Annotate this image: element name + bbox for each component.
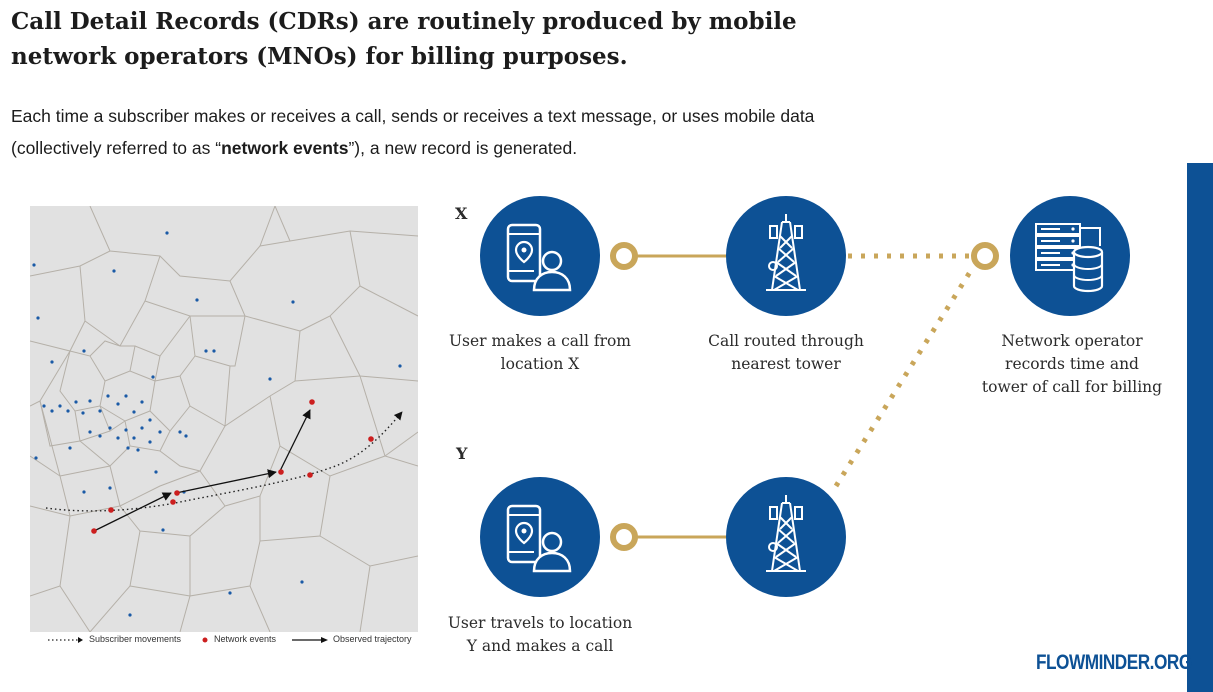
- step-call-line-2: location X: [500, 355, 580, 373]
- step-travel-line-1: User travels to location: [447, 614, 633, 632]
- intro-paragraph: Each time a subscriber makes or receives…: [11, 100, 911, 164]
- cdr-process-diagram: [480, 196, 1130, 597]
- step-travel-line-2: Y and makes a call: [466, 637, 614, 655]
- step-tower-label: Call routed through nearest tower: [680, 330, 892, 376]
- cell-tower-icon: [726, 196, 846, 316]
- step-operator-line-3: tower of call for billing: [981, 378, 1163, 396]
- headline-line-1: Call Detail Records (CDRs) are routinely…: [11, 8, 797, 35]
- location-x-letter: X: [455, 204, 468, 223]
- intro-line-2-suffix: ”), a new record is generated.: [348, 138, 578, 158]
- ring-node-x: [610, 242, 638, 270]
- dotted-connector-tower-y-to-operator: [833, 270, 973, 488]
- step-operator-label: Network operator records time and tower …: [962, 330, 1182, 399]
- headline-line-2: network operators (MNOs) for billing pur…: [11, 43, 628, 70]
- database-server-icon: [1010, 196, 1130, 316]
- legend-observed-trajectory: Observed trajectory: [333, 634, 412, 644]
- tower-points: [32, 231, 402, 617]
- step-operator-line-1: Network operator: [1001, 332, 1143, 350]
- step-operator-line-2: records time and: [1005, 355, 1139, 373]
- flowminder-brand-logo: FLOWMINDER.ORG: [1036, 651, 1192, 674]
- step-tower-line-1: Call routed through: [708, 332, 864, 350]
- step-tower-line-2: nearest tower: [731, 355, 841, 373]
- ring-node-y: [610, 523, 638, 551]
- intro-line-2-prefix: (collectively referred to as “: [11, 138, 222, 158]
- phone-user-icon: [480, 196, 600, 316]
- voronoi-map-graphic: [30, 206, 418, 632]
- legend-network-events: Network events: [214, 634, 277, 644]
- intro-line-2: (collectively referred to as “network ev…: [11, 132, 911, 164]
- page-headline: Call Detail Records (CDRs) are routinely…: [11, 4, 911, 74]
- intro-line-1: Each time a subscriber makes or receives…: [11, 106, 815, 126]
- network-events-term: network events: [221, 138, 349, 158]
- step-travel-label: User travels to location Y and makes a c…: [420, 612, 660, 658]
- cell-tower-icon-y: [726, 477, 846, 597]
- voronoi-cell-boundaries: [30, 206, 418, 632]
- legend-subscriber-movements: Subscriber movements: [89, 634, 182, 644]
- phone-user-icon-y: [480, 477, 600, 597]
- legend-symbols: [48, 637, 328, 643]
- network-event-points: [91, 399, 374, 534]
- brand-side-bar: [1187, 163, 1213, 692]
- map-legend: Subscriber movements Network events Obse…: [45, 632, 425, 648]
- observed-trajectory: [93, 409, 311, 532]
- location-y-letter: Y: [456, 444, 468, 463]
- ring-node-operator: [971, 242, 999, 270]
- voronoi-tower-map: [30, 206, 418, 632]
- step-call-line-1: User makes a call from: [448, 332, 632, 350]
- step-call-label: User makes a call from location X: [430, 330, 650, 376]
